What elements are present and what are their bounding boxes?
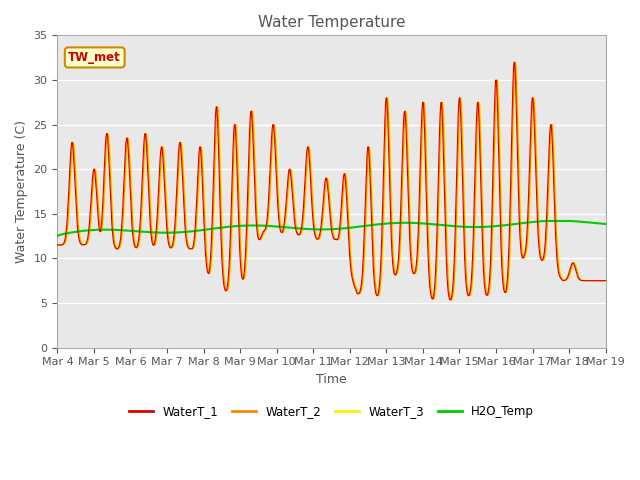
Text: TW_met: TW_met: [68, 51, 121, 64]
Y-axis label: Water Temperature (C): Water Temperature (C): [15, 120, 28, 263]
Legend: WaterT_1, WaterT_2, WaterT_3, H2O_Temp: WaterT_1, WaterT_2, WaterT_3, H2O_Temp: [124, 400, 539, 423]
X-axis label: Time: Time: [316, 373, 347, 386]
Title: Water Temperature: Water Temperature: [258, 15, 405, 30]
